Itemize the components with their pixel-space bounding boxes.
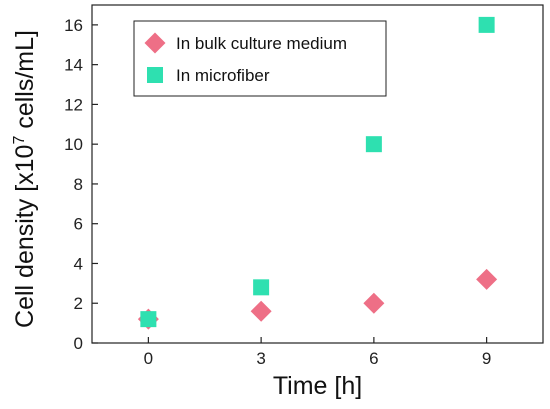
y-tick-label: 0 — [74, 334, 83, 353]
legend-marker-microfiber — [147, 67, 163, 83]
y-tick-label: 8 — [74, 175, 83, 194]
y-axis-title-pre: Cell density [x10 — [11, 145, 39, 328]
data-point-microfiber — [478, 16, 495, 33]
legend-label: In microfiber — [176, 66, 270, 85]
data-point-microfiber — [365, 136, 382, 153]
legend-label: In bulk culture medium — [176, 34, 347, 53]
y-tick-label: 16 — [64, 16, 83, 35]
y-axis-title-superscript: 7 — [11, 136, 28, 145]
legend-entries: In bulk culture medium In microfiber — [144, 32, 347, 85]
data-point-bulk-culture — [250, 300, 272, 322]
y-axis-title: Cell density [x107 cells/mL] — [11, 30, 39, 328]
x-axis-ticks: 0 3 6 9 — [144, 337, 491, 368]
x-tick-label: 9 — [482, 349, 491, 368]
y-axis-title-post: cells/mL] — [11, 30, 39, 136]
data-point-bulk-culture — [476, 268, 498, 290]
data-point-bulk-culture — [363, 292, 385, 314]
x-tick-label: 0 — [144, 349, 153, 368]
data-point-microfiber — [253, 279, 270, 296]
legend-box — [133, 20, 387, 97]
y-axis-ticks: 0 2 4 6 8 10 12 14 16 — [64, 16, 98, 353]
y-tick-label: 14 — [64, 56, 83, 75]
y-tick-label: 4 — [74, 254, 83, 273]
plot-area-frame — [91, 4, 544, 344]
y-tick-label: 6 — [74, 215, 83, 234]
legend: In bulk culture medium In microfiber — [133, 20, 387, 97]
y-tick-label: 12 — [64, 95, 83, 114]
data-point-microfiber — [140, 311, 157, 328]
legend-marker-bulk-culture — [144, 32, 166, 54]
x-axis-title: Time [h] — [273, 372, 362, 400]
x-tick-label: 6 — [369, 349, 378, 368]
x-tick-label: 3 — [256, 349, 265, 368]
y-tick-label: 10 — [64, 135, 83, 154]
y-tick-label: 2 — [74, 294, 83, 313]
data-markers — [137, 16, 498, 330]
